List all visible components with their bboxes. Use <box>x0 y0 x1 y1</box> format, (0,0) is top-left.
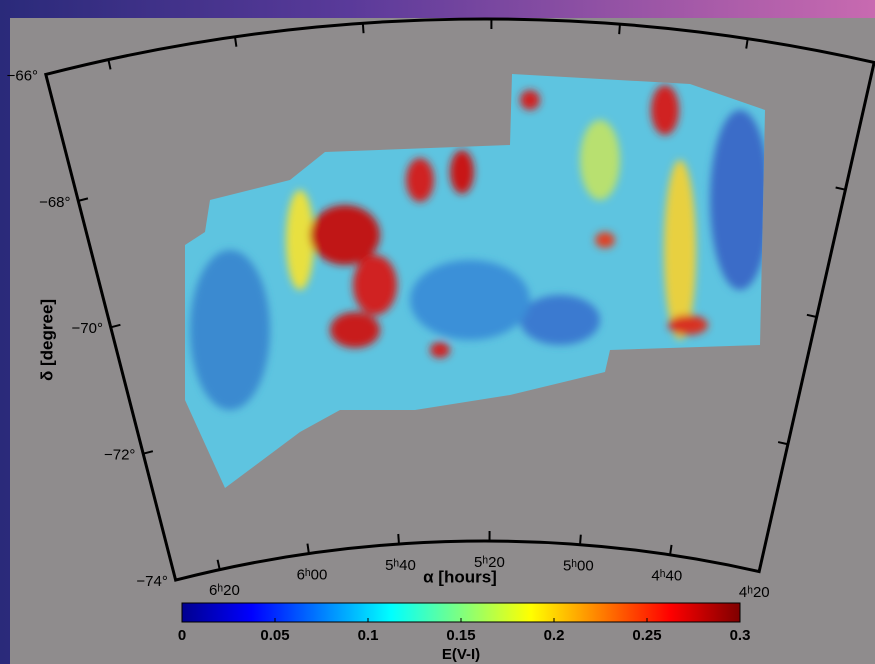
y-tick-label: −66° <box>7 67 38 84</box>
colorbar-tick-label: 0.05 <box>260 627 289 644</box>
y-tick-label: −68° <box>39 194 70 211</box>
x-tick <box>618 24 621 35</box>
x-tick <box>233 36 238 47</box>
x-tick <box>306 543 310 554</box>
y-tick <box>78 197 89 202</box>
colorbar-tick-label: 0.1 <box>358 627 379 644</box>
x-tick <box>870 62 875 73</box>
x-tick <box>361 23 365 34</box>
y-tick-label: −72° <box>104 447 135 464</box>
colorbar-tick-label: 0.3 <box>730 627 751 644</box>
x-axis-label: α [hours] <box>423 567 497 586</box>
y-tick <box>864 59 875 64</box>
y-tick <box>110 323 121 329</box>
x-tick <box>397 533 400 545</box>
y-tick-label: −70° <box>72 320 103 337</box>
y-tick <box>835 186 846 191</box>
x-tick <box>216 559 221 570</box>
x-tick-label: 4ʰ20 <box>739 584 770 601</box>
x-tick-label: 6ʰ00 <box>297 566 328 583</box>
y-axis-label: δ [degree] <box>37 299 56 381</box>
x-tick <box>579 534 582 545</box>
y-tick <box>175 576 186 582</box>
colorbar-label: E(V-I) <box>442 646 480 663</box>
x-tick <box>669 544 673 555</box>
x-tick <box>107 59 112 70</box>
x-tick <box>758 561 763 572</box>
y-tick-label: −74° <box>136 573 167 590</box>
x-tick-label: 4ʰ40 <box>651 568 682 585</box>
x-tick-label: 5ʰ40 <box>385 557 416 574</box>
y-tick <box>45 71 56 76</box>
colorbar-tick-label: 0.25 <box>632 627 661 644</box>
colorbar-tick-label: 0 <box>178 627 186 644</box>
x-tick-label: 5ʰ20 <box>474 554 505 571</box>
y-tick <box>806 313 817 318</box>
x-tick-label: 6ʰ20 <box>209 582 240 599</box>
colorbar-tick-label: 0.2 <box>544 627 565 644</box>
y-tick <box>142 450 154 455</box>
colorbar-tick-label: 0.15 <box>446 627 475 644</box>
y-tick <box>777 441 789 446</box>
x-tick-label: 5ʰ00 <box>563 558 594 575</box>
y-tick <box>749 568 760 573</box>
x-tick <box>745 38 749 49</box>
